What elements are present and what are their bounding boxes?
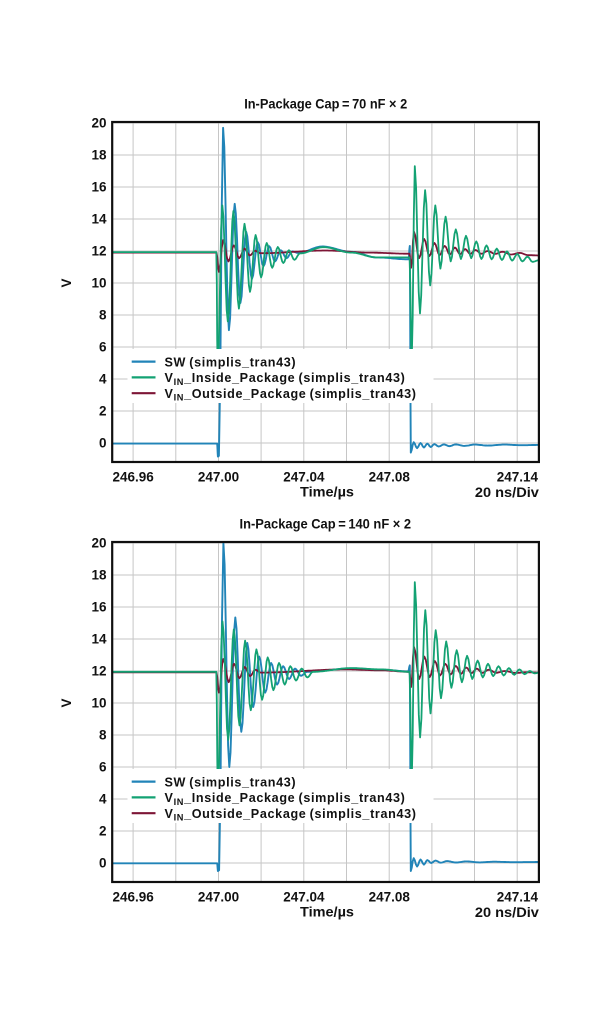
svg-text:12: 12 (91, 244, 106, 259)
svg-text:VIN_Outside_Package (simplis_t: VIN_Outside_Package (simplis_tran43) (165, 387, 417, 403)
svg-text:4: 4 (99, 792, 107, 807)
svg-text:246.96: 246.96 (112, 890, 154, 905)
svg-text:In-Package Cap = 70 nF × 2: In-Package Cap = 70 nF × 2 (244, 97, 407, 112)
svg-text:18: 18 (91, 148, 107, 163)
svg-text:247.14: 247.14 (497, 470, 539, 485)
svg-text:6: 6 (99, 340, 107, 355)
svg-text:247.08: 247.08 (369, 890, 411, 905)
svg-text:VIN_Outside_Package (simplis_t: VIN_Outside_Package (simplis_tran43) (165, 807, 417, 823)
svg-text:Time/µs: Time/µs (300, 905, 354, 920)
svg-text:10: 10 (91, 696, 106, 711)
svg-text:4: 4 (99, 372, 107, 387)
svg-text:16: 16 (91, 180, 107, 195)
svg-text:SW (simplis_tran43): SW (simplis_tran43) (165, 355, 297, 369)
svg-text:247.14: 247.14 (497, 890, 539, 905)
svg-text:VIN_Inside_Package (simplis_tr: VIN_Inside_Package (simplis_tran43) (165, 371, 406, 387)
svg-text:247.04: 247.04 (283, 470, 325, 485)
svg-text:16: 16 (91, 600, 107, 615)
svg-text:247.00: 247.00 (198, 890, 239, 905)
svg-text:8: 8 (99, 308, 107, 323)
svg-text:247.00: 247.00 (198, 470, 239, 485)
svg-text:0: 0 (99, 436, 107, 451)
svg-text:20: 20 (91, 536, 106, 551)
svg-text:Time/µs: Time/µs (300, 485, 354, 500)
svg-text:6: 6 (99, 760, 107, 775)
svg-text:247.08: 247.08 (369, 470, 411, 485)
svg-text:SW (simplis_tran43): SW (simplis_tran43) (165, 775, 297, 789)
svg-text:14: 14 (91, 212, 107, 227)
svg-text:8: 8 (99, 728, 107, 743)
svg-text:V: V (59, 278, 74, 287)
svg-text:18: 18 (91, 568, 107, 583)
svg-text:In-Package Cap = 140 nF × 2: In-Package Cap = 140 nF × 2 (240, 517, 412, 532)
svg-text:0: 0 (99, 856, 107, 871)
svg-text:20 ns/Div: 20 ns/Div (475, 485, 540, 500)
svg-text:247.04: 247.04 (283, 890, 325, 905)
svg-text:2: 2 (99, 824, 107, 839)
svg-text:246.96: 246.96 (112, 470, 154, 485)
svg-text:20: 20 (91, 116, 106, 131)
svg-text:V: V (59, 698, 74, 707)
svg-text:12: 12 (91, 664, 106, 679)
svg-text:10: 10 (91, 276, 106, 291)
svg-text:VIN_Inside_Package (simplis_tr: VIN_Inside_Package (simplis_tran43) (165, 791, 406, 807)
svg-text:2: 2 (99, 404, 107, 419)
svg-text:14: 14 (91, 632, 107, 647)
svg-text:20 ns/Div: 20 ns/Div (475, 905, 540, 920)
